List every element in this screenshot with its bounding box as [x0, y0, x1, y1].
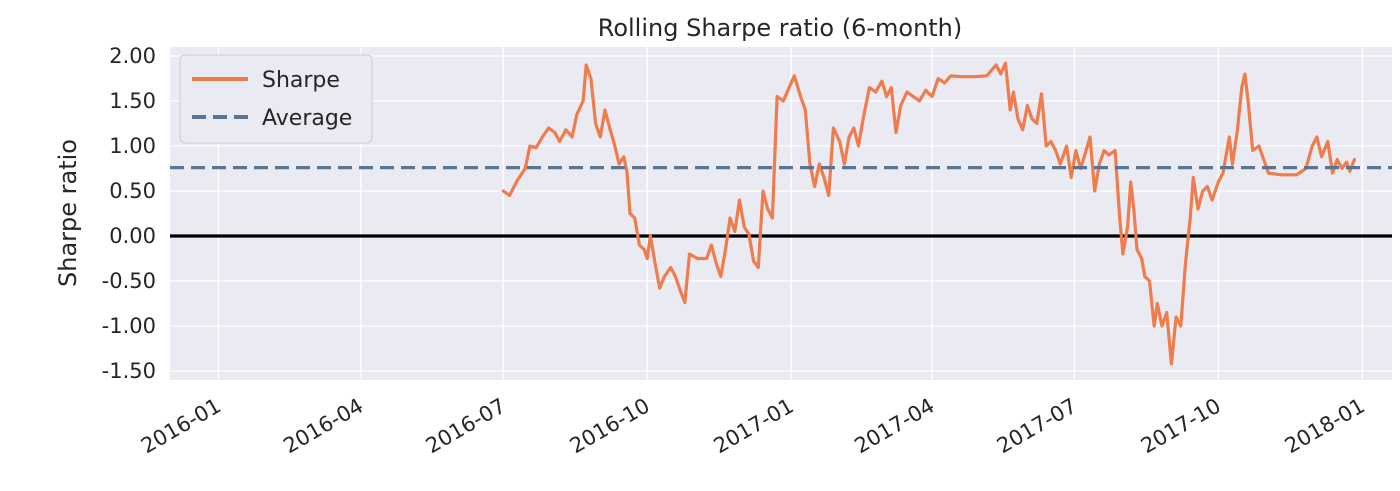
legend-average-label: Average [262, 106, 352, 131]
x-tick-label: 2018-01 [1281, 394, 1369, 459]
plot-background [170, 47, 1392, 380]
y-tick-label: 1.50 [109, 89, 156, 113]
x-tick-label: 2017-07 [993, 394, 1081, 459]
sharpe-series-line [501, 61, 1356, 366]
y-tick-label: 0.00 [109, 224, 156, 248]
legend-sharpe-label: Sharpe [262, 68, 340, 93]
x-tick-label: 2016-07 [422, 394, 510, 459]
y-tick-label: 2.00 [109, 44, 156, 68]
x-tick-label: 2016-01 [137, 394, 225, 459]
y-tick-label: -1.50 [102, 359, 156, 383]
x-tick-label: 2017-10 [1137, 394, 1225, 459]
y-tick-label: 1.00 [109, 134, 156, 158]
chart-title: Rolling Sharpe ratio (6-month) [598, 14, 963, 42]
y-tick-labels: 2.00 1.50 1.00 0.50 0.00 -0.50 -1.00 -1.50 [102, 44, 156, 383]
y-tick-label: 0.50 [109, 179, 156, 203]
legend: Sharpe Average [179, 54, 373, 144]
y-axis-label: Sharpe ratio [54, 139, 82, 287]
y-tick-label: -1.00 [102, 314, 156, 338]
series-group [170, 61, 1392, 366]
y-tick-label: -0.50 [102, 269, 156, 293]
x-tick-label: 2016-04 [279, 394, 367, 459]
x-tick-label: 2017-04 [850, 394, 938, 459]
x-tick-label: 2016-10 [566, 394, 654, 459]
x-tick-label: 2017-01 [710, 394, 798, 459]
x-tick-labels: 2016-01 2016-04 2016-07 2016-10 2017-01 2017-… [137, 394, 1369, 459]
